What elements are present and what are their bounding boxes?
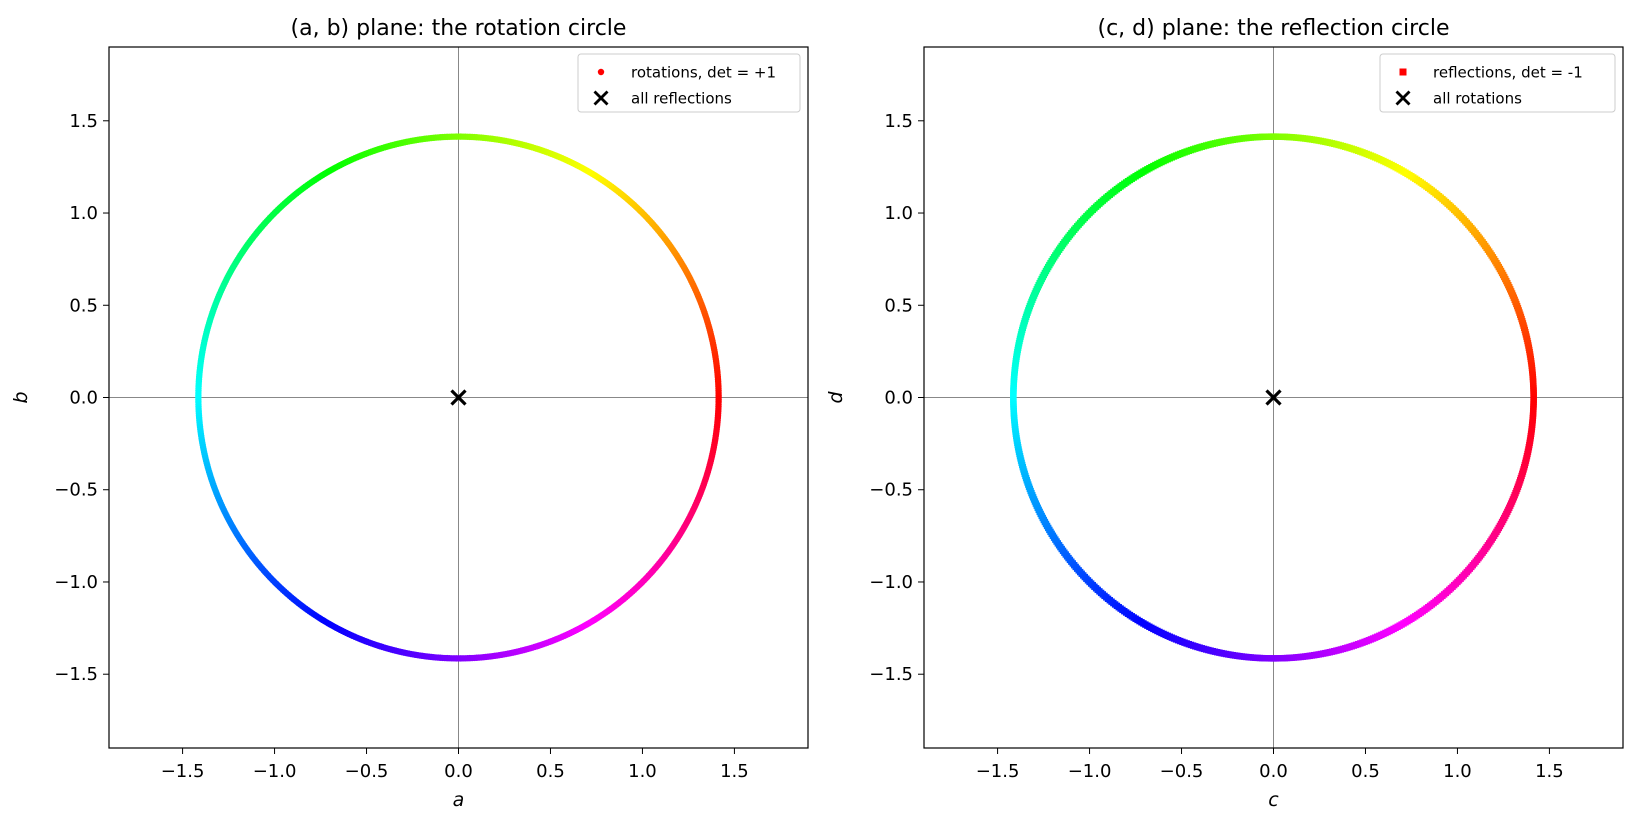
chart-panel-1: (a, b) plane: the rotation circle −1.5 −1.…: [10, 16, 809, 811]
chart-1-legend-box: [577, 53, 801, 113]
chart-2-x-tick-label: −1.0: [1068, 761, 1112, 782]
chart-2-y-tick-label: −0.5: [869, 480, 913, 501]
chart-2-x-tick-label: −1.5: [976, 761, 1020, 782]
chart-2-x-axis-label: c: [1268, 789, 1279, 811]
chart-2-x-tick-label: 1.0: [1443, 761, 1472, 782]
chart-1-y-tick-label: 0.0: [69, 388, 98, 409]
chart-1-x-axis-label: a: [453, 789, 465, 811]
chart-1-y-tick-label: 0.5: [69, 295, 98, 316]
chart-1-x-tick-label: −1.0: [253, 761, 297, 782]
chart-1-x-tick-label: −0.5: [345, 761, 389, 782]
chart-1-legend-marker-dot: [597, 68, 605, 76]
chart-1-x-tick-label: 1.0: [628, 761, 657, 782]
chart-1-y-tick-label: −0.5: [54, 480, 98, 501]
chart-2-y-tick-label: −1.0: [869, 572, 913, 593]
chart-2-data-point: [1530, 396, 1537, 403]
chart-1-x-tick-label: 0.5: [536, 761, 565, 782]
chart-1-y-tick-label: 1.0: [69, 203, 98, 224]
chart-1-y-axis-label: b: [10, 391, 32, 403]
chart-2-legend-box: [1379, 53, 1616, 113]
chart-2-title: (c, d) plane: the reflection circle: [1098, 16, 1450, 41]
chart-2-y-tick-label: −1.5: [869, 664, 913, 685]
chart-2-legend-label: all rotations: [1433, 90, 1522, 108]
chart-2-y-axis-label: d: [825, 391, 847, 404]
chart-2-y-tick-label: 1.0: [884, 203, 913, 224]
chart-1-x-tick-label: −1.5: [161, 761, 205, 782]
chart-1-legend: rotations, det = +1 all reflections: [577, 53, 801, 113]
chart-1-circle-series: [195, 133, 722, 662]
chart-1-legend-label: all reflections: [631, 90, 732, 108]
chart-1-y-tick-label: 1.5: [69, 111, 98, 132]
chart-2-x-tick-label: 0.5: [1351, 761, 1380, 782]
chart-1-legend-marker-x: [593, 90, 609, 106]
chart-1-y-tick-label: −1.5: [54, 664, 98, 685]
chart-2-center-x-marker: [1265, 389, 1282, 406]
chart-1-title: (a, b) plane: the rotation circle: [291, 16, 627, 41]
chart-1-data-point: [715, 396, 722, 403]
chart-1-x-tick-label: 0.0: [444, 761, 473, 782]
chart-2-circle-series: [1010, 133, 1537, 662]
chart-2-legend-marker-square: [1399, 68, 1407, 76]
chart-1-center-x-marker: [450, 389, 467, 406]
chart-2-legend: reflections, det = -1 all rotations: [1379, 53, 1616, 113]
chart-1-legend-label: rotations, det = +1: [631, 64, 776, 82]
chart-panel-2: (c, d) plane: the reflection circle −1.5 −…: [825, 16, 1624, 811]
chart-1-x-tick-label: 1.5: [720, 761, 749, 782]
chart-2-y-tick-label: 0.0: [884, 388, 913, 409]
chart-2-legend-marker-x: [1395, 90, 1411, 106]
chart-2-x-tick-label: 0.0: [1259, 761, 1288, 782]
chart-1-y-tick-label: −1.0: [54, 572, 98, 593]
chart-2-x-tick-label: 1.5: [1535, 761, 1564, 782]
chart-2-y-tick-label: 0.5: [884, 295, 913, 316]
chart-2-legend-label: reflections, det = -1: [1433, 64, 1583, 82]
chart-2-x-tick-label: −0.5: [1160, 761, 1204, 782]
chart-2-y-tick-label: 1.5: [884, 111, 913, 132]
